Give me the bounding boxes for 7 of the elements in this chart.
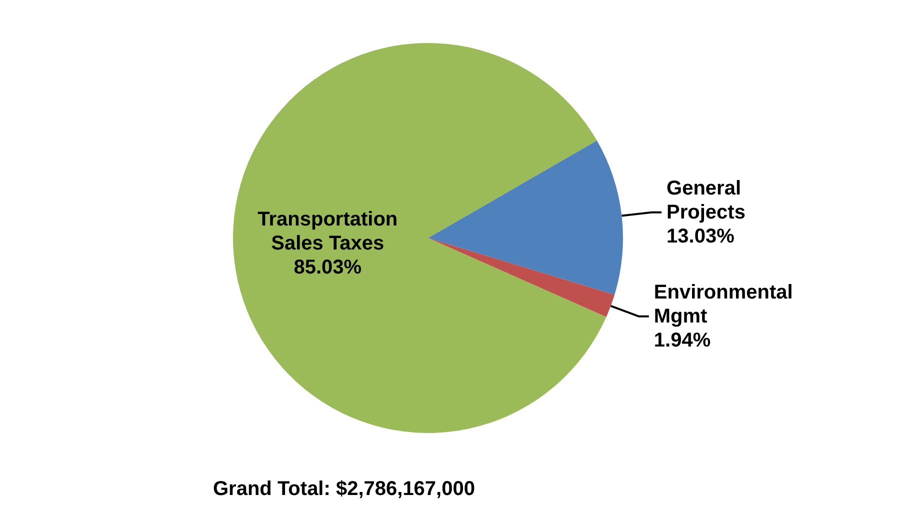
slice-label: Environmental Mgmt <box>654 281 793 328</box>
slice-label: Transportation Sales Taxes <box>258 208 398 254</box>
slice-label: General Projects <box>666 177 746 224</box>
data-label: 1.94% <box>654 329 711 352</box>
data-label: 85.03% <box>294 256 362 278</box>
text: Grand Total: $2,786,167,000 <box>213 478 475 501</box>
data-label: 13.03% <box>666 225 735 248</box>
